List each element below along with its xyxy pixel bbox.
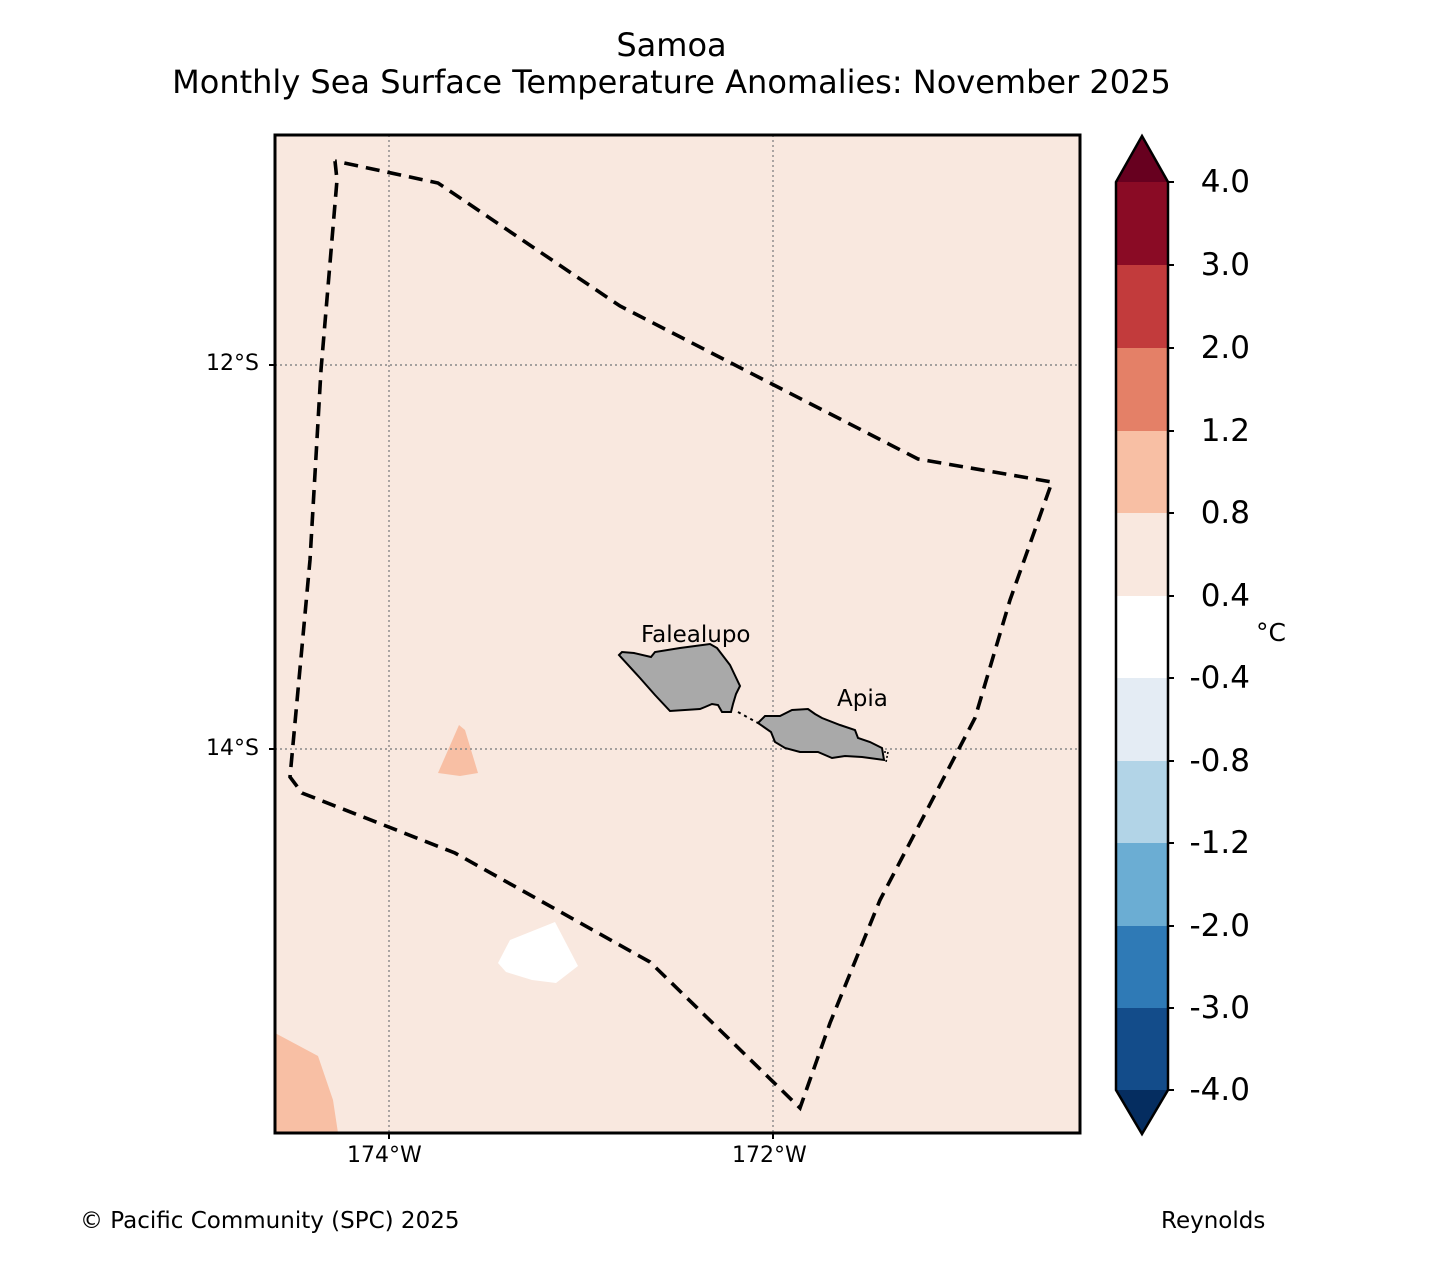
lat-label-14s: 14°S — [206, 736, 259, 761]
data-source-text: Reynolds — [1161, 1208, 1266, 1234]
colorbar-label: -4.0 — [1189, 1072, 1251, 1108]
colorbar-swatch-3-4 — [1116, 182, 1168, 265]
sst-background-field — [275, 135, 1080, 1133]
colorbar-label: 0.8 — [1200, 495, 1250, 531]
colorbar-label: 0.4 — [1200, 578, 1250, 614]
eez-boundary — [288, 159, 1055, 1112]
colorbar-label: -0.8 — [1189, 743, 1251, 779]
colorbar-swatch-0.4-0.8 — [1116, 513, 1168, 596]
colorbar-swatch-neutral — [1116, 596, 1168, 678]
colorbar-unit: °C — [1256, 618, 1286, 647]
colorbar-swatch-neg0.8-neg1.2 — [1116, 761, 1168, 843]
nuutele-islet — [884, 751, 889, 763]
map-frame — [273, 133, 1082, 1135]
neutral-anomaly-patch — [498, 922, 578, 983]
colorbar — [1114, 133, 1174, 1137]
place-label-falealupo: Falealupo — [641, 622, 751, 648]
copyright-text: © Pacific Community (SPC) 2025 — [80, 1208, 460, 1234]
colorbar-extend-min — [1116, 1090, 1168, 1134]
lon-label-172w: 172°W — [732, 1143, 807, 1168]
colorbar-ticks — [1168, 181, 1174, 1091]
colorbar-label: 4.0 — [1200, 164, 1250, 200]
lon-label-174w: 174°W — [347, 1143, 422, 1168]
colorbar-extend-max — [1116, 136, 1168, 182]
colorbar-label: -3.0 — [1189, 990, 1251, 1026]
colorbar-swatch-neg3-neg4 — [1116, 1008, 1168, 1090]
map-area: Falealupo Apia — [275, 135, 1080, 1133]
colorbar-swatch-2-3 — [1116, 265, 1168, 348]
savaii-island — [617, 642, 742, 713]
place-label-apia: Apia — [837, 686, 888, 712]
colorbar-label: -1.2 — [1189, 825, 1251, 861]
colorbar-label: -0.4 — [1189, 660, 1251, 696]
warm-anomaly-patch — [438, 725, 478, 776]
graticule — [275, 135, 1080, 1133]
colorbar-swatch-1.2-2 — [1116, 348, 1168, 431]
colorbar-label: 3.0 — [1200, 247, 1250, 283]
colorbar-swatch-neg1.2-neg2 — [1116, 843, 1168, 926]
lat-label-12s: 12°S — [206, 351, 259, 376]
colorbar-label: -2.0 — [1189, 908, 1251, 944]
colorbar-swatch-neg0.4-neg0.8 — [1116, 678, 1168, 761]
colorbar-label: 2.0 — [1200, 330, 1250, 366]
colorbar-label: 1.2 — [1200, 413, 1250, 449]
colorbar-swatch-0.8-1.2 — [1116, 431, 1168, 513]
warm-anomaly-patch-corner — [275, 1033, 338, 1133]
colorbar-swatch-neg2-neg3 — [1116, 926, 1168, 1008]
map-subtitle: Monthly Sea Surface Temperature Anomalie… — [172, 63, 1171, 101]
axis-ticks — [269, 364, 774, 1139]
map-title: Samoa — [616, 26, 727, 64]
upolu-island — [756, 707, 886, 762]
